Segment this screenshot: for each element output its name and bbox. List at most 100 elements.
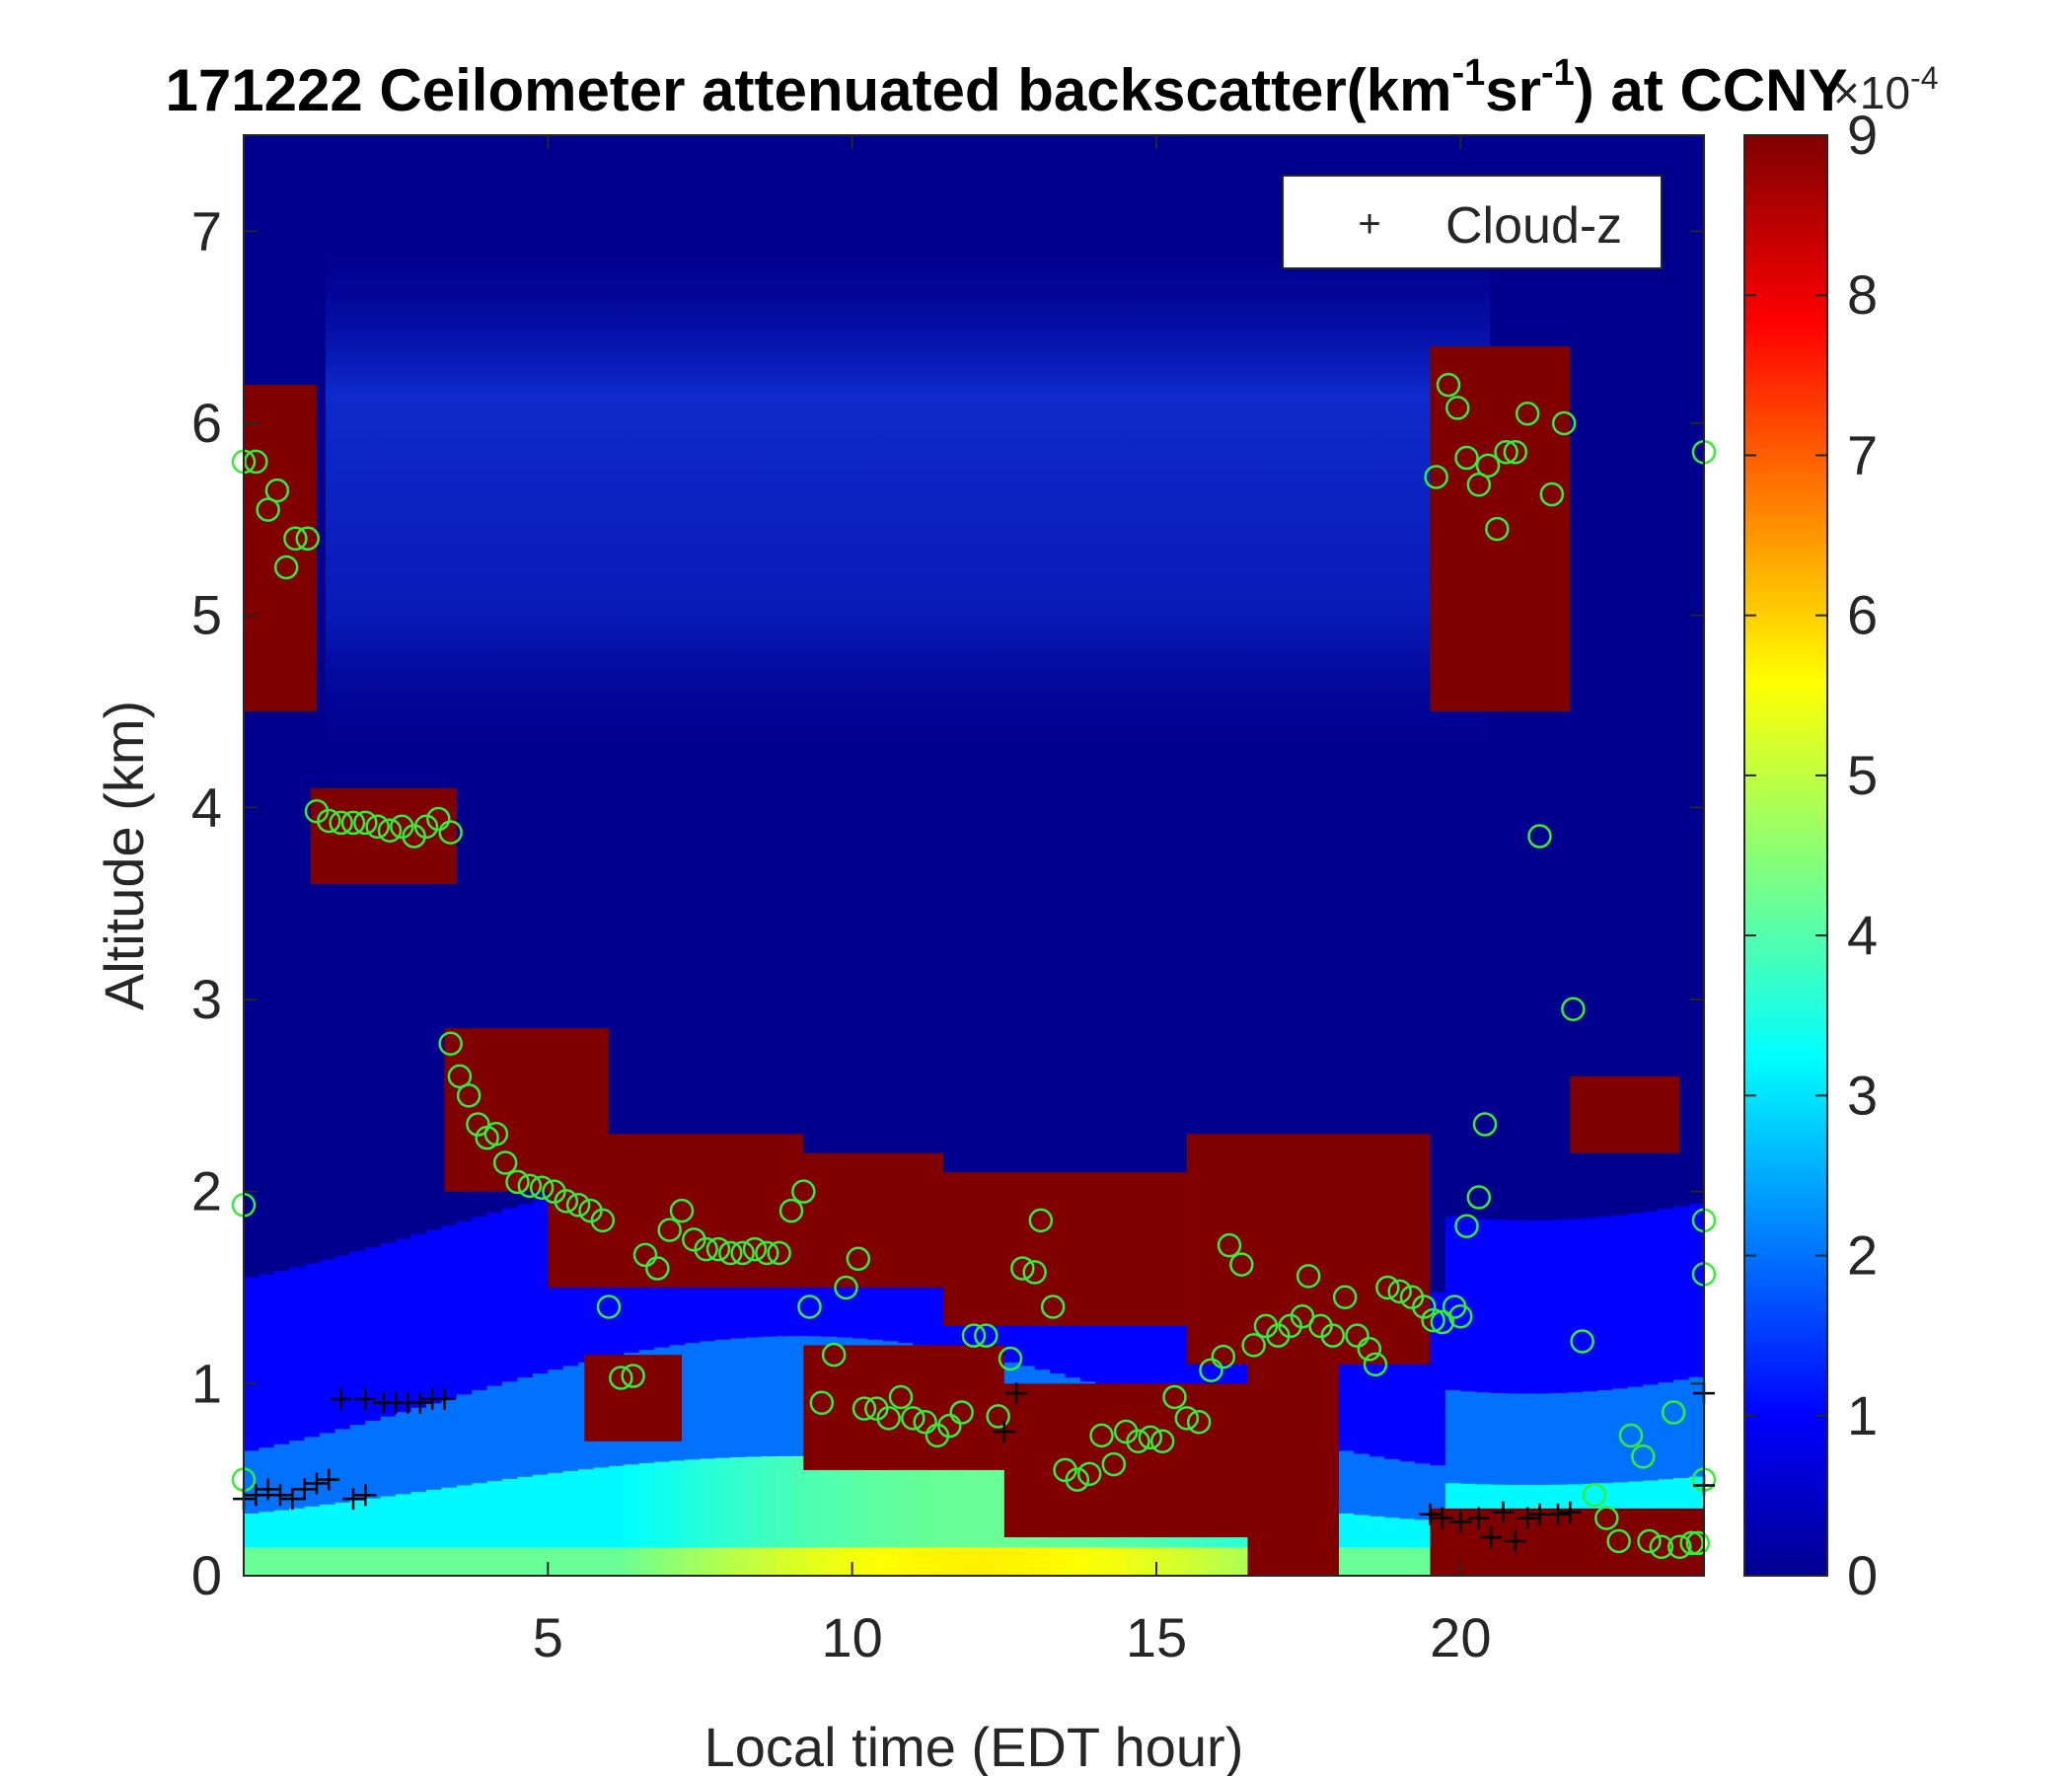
cloud-z-point — [293, 1478, 316, 1501]
cloud-base-point — [1375, 1275, 1400, 1300]
cloud-z-point — [993, 1421, 1015, 1443]
boundary-layer-cell — [548, 1369, 564, 1473]
boundary-layer-cell — [1597, 1217, 1613, 1390]
cloud-base-point — [1290, 1303, 1315, 1329]
cloud-base-point — [505, 1169, 530, 1195]
colorbar-tick-label: 1 — [1847, 1384, 1878, 1446]
boundary-layer-cell — [609, 1546, 625, 1577]
boundary-layer-cell — [1460, 1218, 1477, 1392]
boundary-layer-cell — [273, 1443, 290, 1511]
cloud-base-point — [851, 1396, 877, 1421]
boundary-layer-cell — [396, 1411, 412, 1495]
boundary-layer-cell — [1399, 1460, 1416, 1519]
boundary-layer-cell — [1567, 1219, 1584, 1393]
boundary-layer-cell — [714, 1339, 731, 1458]
y-tick-label: 5 — [191, 584, 222, 646]
x-tick-label: 5 — [533, 1606, 563, 1668]
boundary-layer-cell — [851, 1546, 868, 1577]
boundary-layer-cell — [365, 1546, 382, 1577]
cloud-base-point — [718, 1240, 743, 1266]
boundary-layer-cell — [1582, 1218, 1598, 1392]
boundary-layer-cell — [1551, 1392, 1568, 1485]
cloud-base-point — [295, 526, 320, 552]
title: 171222 Ceilometer attenuated backscatter… — [166, 52, 1848, 123]
boundary-layer-cell — [654, 1461, 671, 1548]
cloud-z-point — [1492, 1501, 1515, 1523]
boundary-layer-cell — [1354, 1515, 1370, 1548]
cloud-z-point — [306, 1472, 328, 1495]
boundary-layer-cell — [1384, 1546, 1401, 1577]
cloud-base-point — [755, 1240, 779, 1266]
boundary-layer-cell — [1232, 1546, 1248, 1577]
boundary-layer-cell — [745, 1455, 762, 1548]
cloud-base-point — [1199, 1358, 1223, 1382]
boundary-layer-cell — [958, 1546, 975, 1577]
cloud-base-point — [1162, 1384, 1187, 1410]
boundary-layer-cell — [654, 1546, 671, 1577]
boundary-layer-cell — [745, 1336, 762, 1457]
cloud-z-point — [281, 1488, 304, 1511]
boundary-layer-cell — [349, 1424, 366, 1501]
boundary-layer-cell — [1551, 1220, 1568, 1393]
boundary-layer-cell — [532, 1200, 549, 1374]
boundary-layer-cell — [273, 1546, 290, 1577]
boundary-layer-cell — [1582, 1390, 1598, 1484]
cloud-base-point — [1149, 1429, 1175, 1453]
cloud-base-point — [1040, 1295, 1066, 1319]
boundary-layer-cell — [289, 1508, 306, 1548]
boundary-layer-cell — [259, 1546, 275, 1577]
cloud-base-point — [609, 1366, 633, 1390]
boundary-layer-cell — [380, 1546, 397, 1577]
boundary-layer-cell — [410, 1407, 427, 1493]
cloud-z-point — [354, 1484, 377, 1507]
cloud-base-point — [1618, 1423, 1644, 1448]
boundary-layer-cell — [1460, 1390, 1477, 1484]
boundary-layer-cell — [426, 1489, 442, 1548]
boundary-layer-cell — [517, 1204, 534, 1378]
boundary-layer-cell — [1475, 1391, 1492, 1485]
cloud-base-point — [353, 810, 378, 836]
boundary-layer-cell — [837, 1546, 853, 1577]
cloud-base-point — [438, 1031, 463, 1057]
boundary-layer-cell — [1354, 1453, 1370, 1516]
cloud-base-point — [1448, 1303, 1473, 1329]
cloud-layer — [803, 1152, 944, 1288]
cloud-base-point — [669, 1198, 695, 1223]
cloud-base-point — [1494, 439, 1518, 465]
cloud-base-point — [438, 820, 463, 845]
cloud-base-point — [1345, 1323, 1369, 1348]
cloud-base-point — [426, 806, 451, 832]
boundary-layer-cell — [334, 1428, 351, 1503]
colorbar-exponent-power: -4 — [1910, 60, 1938, 96]
cloud-base-point — [1685, 1530, 1711, 1556]
boundary-layer-cell — [289, 1546, 306, 1577]
cloud-z-point — [1504, 1529, 1526, 1552]
boundary-layer-cell — [304, 1546, 321, 1577]
cloud-layer — [1247, 1288, 1339, 1576]
boundary-layer-cell — [1202, 1546, 1219, 1577]
boundary-layer-cell — [1019, 1546, 1036, 1577]
cloud-base-point — [705, 1236, 731, 1262]
boundary-layer-cell — [669, 1459, 686, 1548]
cloud-z-point — [1547, 1503, 1569, 1525]
boundary-layer-cell — [380, 1416, 397, 1497]
boundary-layer-cell — [1384, 1517, 1401, 1548]
boundary-layer-cell — [1658, 1209, 1674, 1383]
svg-text:171222 Ceilometer attenuated b: 171222 Ceilometer attenuated backscatter… — [166, 52, 1848, 123]
boundary-layer-cell — [1399, 1546, 1416, 1577]
colorbar-exponent: ×10-4 — [1833, 60, 1938, 118]
boundary-layer-cell — [837, 1455, 853, 1548]
cloud-base-point — [565, 1193, 591, 1218]
boundary-layer-cell — [502, 1478, 518, 1548]
cloud-base-point — [1527, 824, 1552, 849]
boundary-layer-cell — [1339, 1449, 1355, 1514]
boundary-layer-cell — [776, 1335, 792, 1456]
cloud-z-point — [1480, 1526, 1503, 1549]
cloud-z-point — [1467, 1507, 1490, 1529]
cloud-layer — [1003, 1383, 1248, 1538]
boundary-layer-cell — [761, 1546, 777, 1577]
cloud-base-point — [1010, 1256, 1035, 1281]
y-tick-label: 1 — [191, 1352, 222, 1414]
boundary-layer-cell — [548, 1546, 564, 1577]
cloud-base-point — [974, 1323, 999, 1348]
